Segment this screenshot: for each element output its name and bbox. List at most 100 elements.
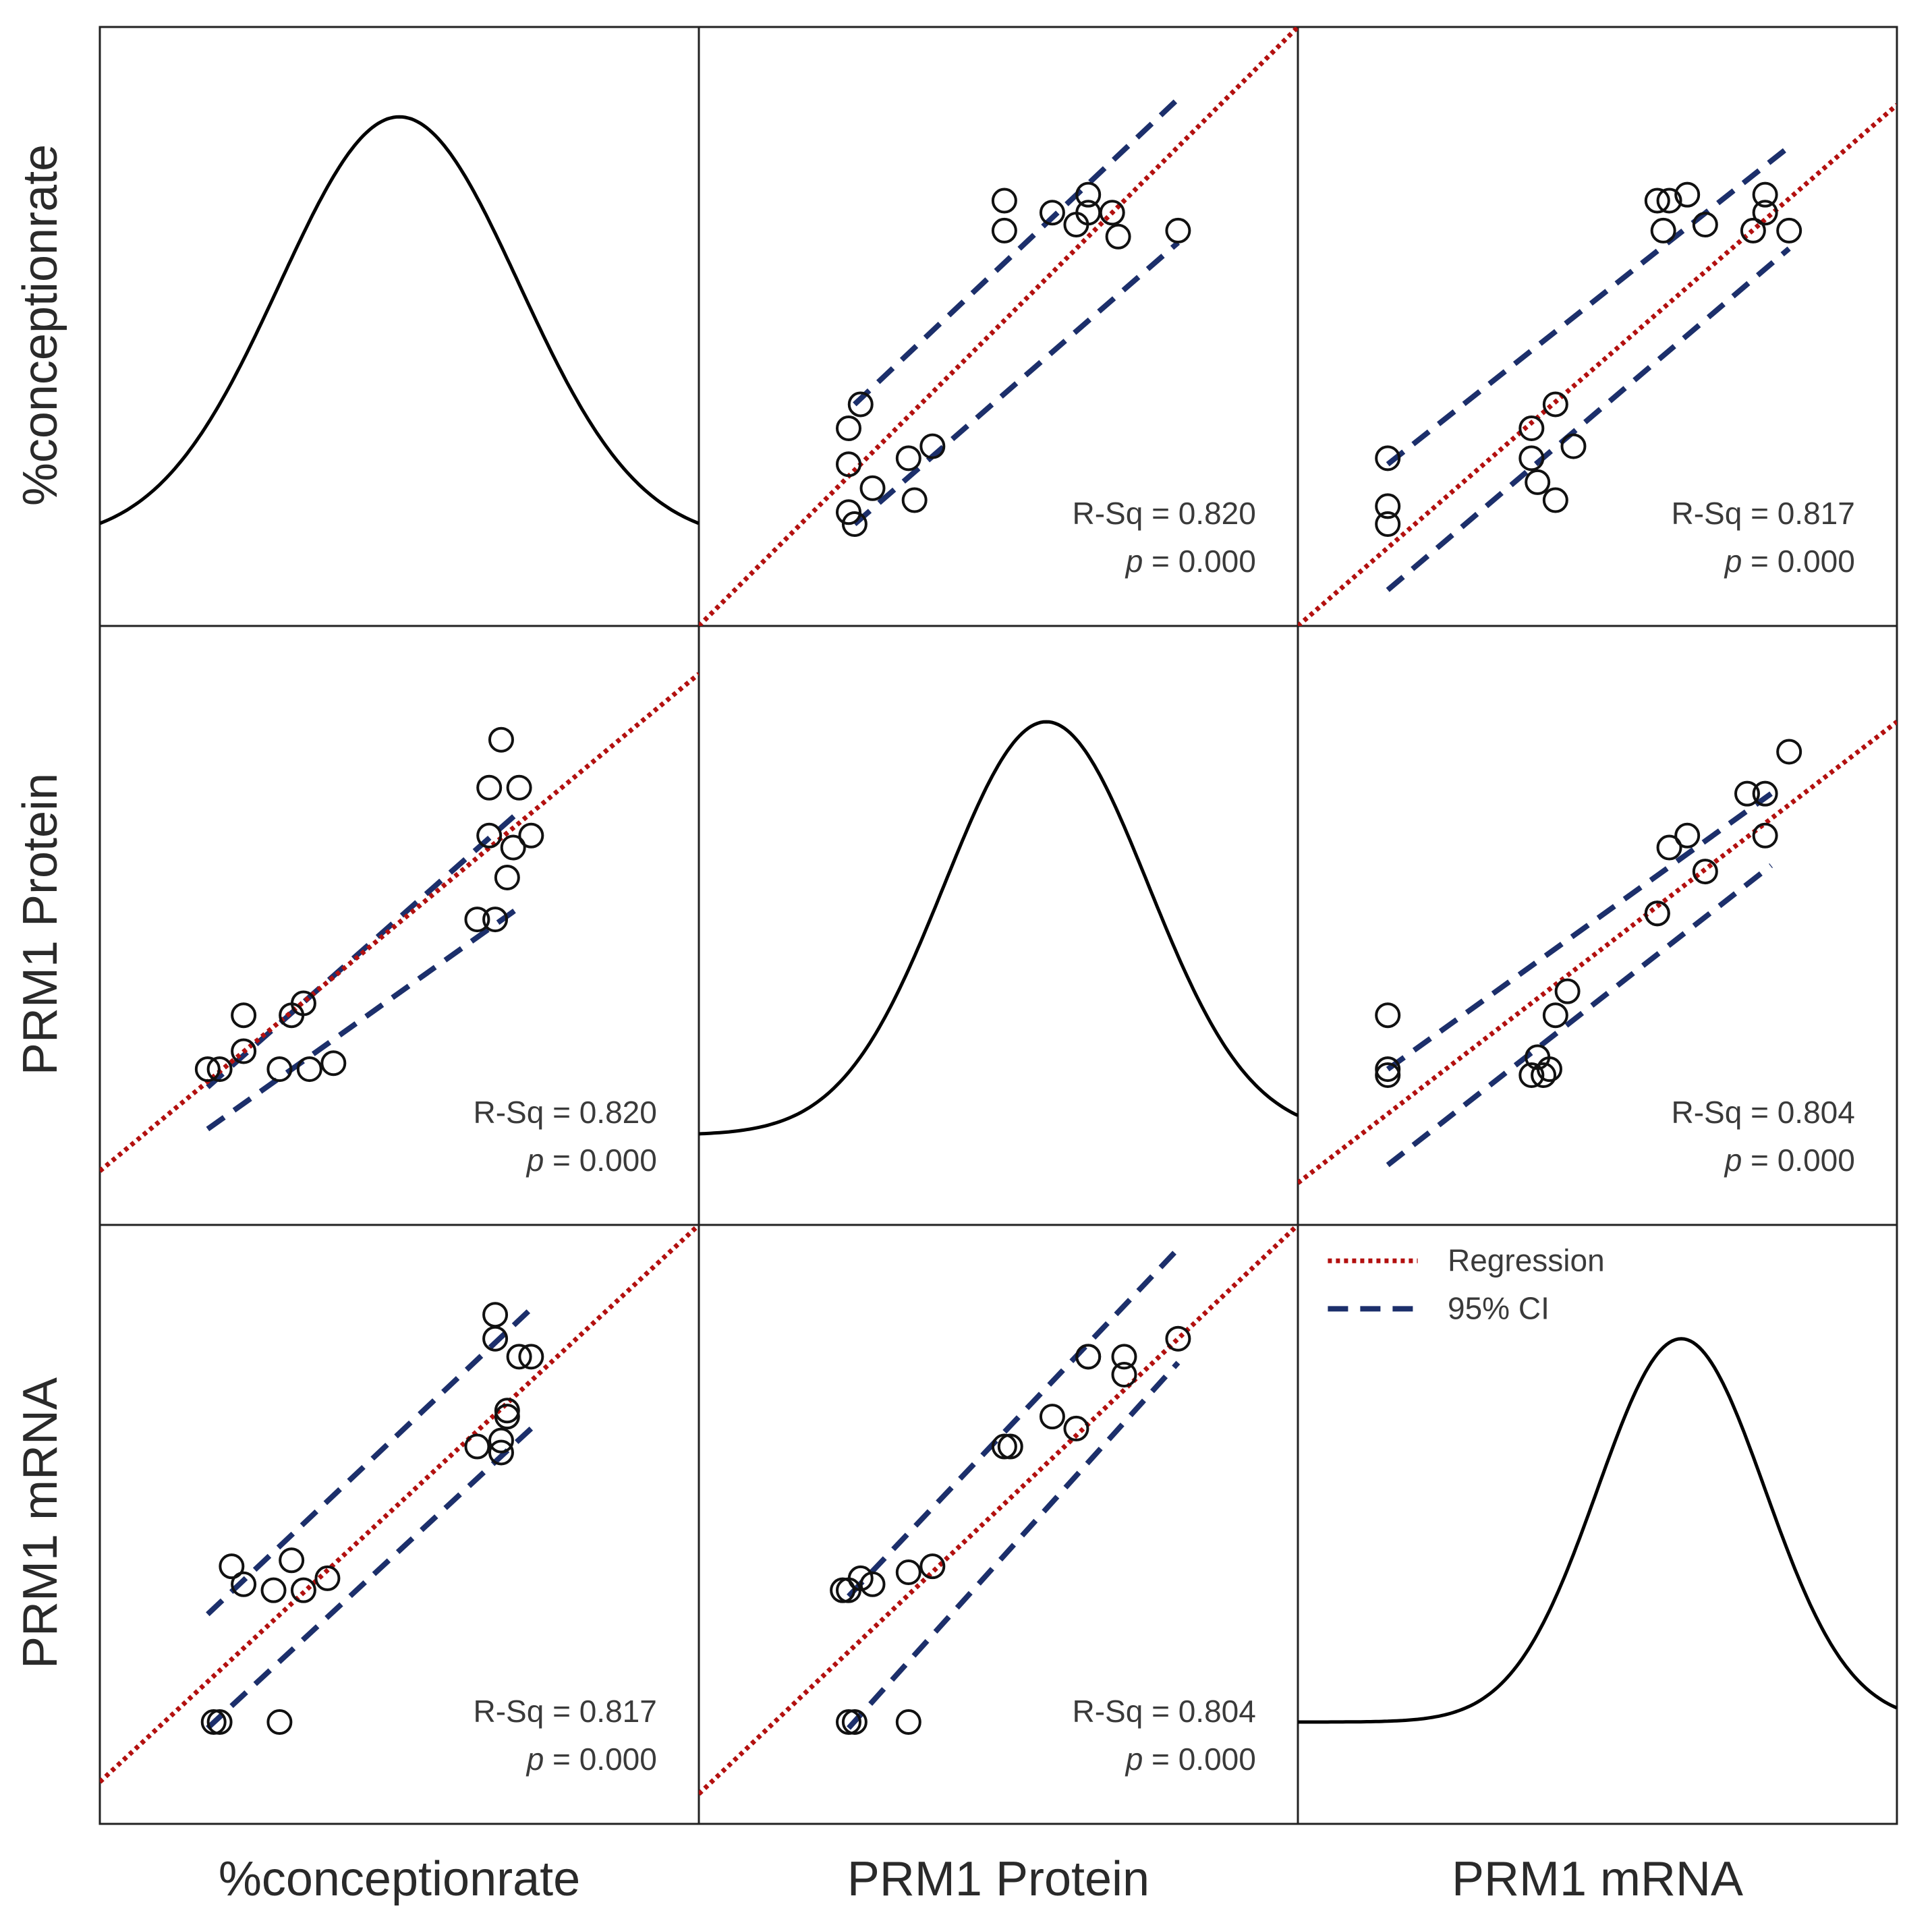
density-curves [100, 115, 1897, 1724]
legend-ci-label: 95% CI [1448, 1290, 1550, 1325]
data-point [1375, 1002, 1401, 1029]
data-point [895, 1709, 921, 1736]
data-point [841, 511, 868, 538]
r-sq-label: R-Sq = 0.804 [1671, 1095, 1854, 1130]
data-point [482, 1302, 509, 1328]
data-point [991, 188, 1017, 214]
legend-regression-label: Regression [1448, 1242, 1605, 1278]
data-point [1075, 181, 1102, 208]
data-point [1375, 493, 1401, 519]
ci-upper-line [1386, 144, 1791, 467]
data-point [506, 774, 532, 801]
data-point [836, 499, 861, 525]
data-point [1518, 1062, 1545, 1088]
ci-lower-line [1386, 863, 1773, 1168]
data-point [836, 451, 861, 478]
data-point [488, 1427, 514, 1454]
data-point [494, 1398, 520, 1424]
data-point [464, 1433, 490, 1460]
panel-r0-c2 [1298, 103, 1897, 626]
y-label-row-1: PRM1 Protein [13, 773, 67, 1075]
data-point [1525, 469, 1551, 495]
data-point [1165, 1325, 1191, 1352]
data-point [1752, 780, 1778, 807]
data-point [518, 822, 544, 849]
data-point [266, 1056, 293, 1083]
data-point [494, 864, 520, 890]
data-point [314, 1565, 341, 1591]
data-point [1518, 445, 1545, 471]
data-point [1542, 391, 1568, 418]
data-point [506, 1344, 532, 1370]
data-point [919, 433, 946, 459]
density-curve-2 [1298, 1337, 1897, 1724]
panel-r2-c1 [699, 1225, 1298, 1796]
data-point [1692, 212, 1718, 238]
ci-lower-line [847, 1360, 1181, 1730]
data-point [1674, 822, 1701, 849]
panel-r1-c0 [100, 672, 699, 1173]
data-point [279, 1547, 305, 1574]
data-point [1375, 445, 1401, 471]
data-point [1039, 200, 1065, 226]
legend: Regression 95% CI [1328, 1242, 1605, 1325]
data-point [500, 834, 526, 861]
data-point [1644, 188, 1670, 214]
data-point [1674, 181, 1701, 208]
data-point [895, 445, 921, 471]
data-point [847, 1565, 874, 1591]
p-value-label: p = 0.000 [525, 1742, 657, 1777]
panel-r0-c1 [699, 27, 1298, 626]
data-point [1063, 1415, 1089, 1441]
data-point [836, 1709, 861, 1736]
data-point [464, 907, 490, 933]
ci-lower-line [206, 1426, 534, 1730]
data-point [296, 1056, 322, 1083]
p-value-label: p = 0.000 [525, 1143, 657, 1178]
data-point [895, 1559, 921, 1586]
r-sq-label: R-Sq = 0.817 [473, 1694, 656, 1729]
data-point [1375, 1056, 1401, 1083]
data-point [1740, 217, 1766, 243]
data-point [1375, 1062, 1401, 1088]
data-point [991, 217, 1017, 243]
p-value-label: p = 0.000 [1724, 1143, 1855, 1178]
ci-upper-line [847, 1246, 1181, 1599]
data-point [488, 1439, 514, 1466]
panel-r1-c2 [1298, 720, 1897, 1185]
data-point [859, 1571, 886, 1597]
data-point [991, 1433, 1017, 1460]
data-point [836, 415, 861, 441]
data-point [1650, 217, 1676, 243]
data-point [1692, 859, 1718, 885]
data-point [260, 1577, 287, 1603]
data-point [1734, 780, 1760, 807]
data-point [1644, 900, 1670, 927]
data-point [847, 391, 874, 418]
data-point [830, 1577, 856, 1603]
data-point [206, 1709, 233, 1736]
data-point [997, 1433, 1023, 1460]
data-point [901, 487, 928, 513]
data-point [518, 1344, 544, 1370]
data-point [1105, 223, 1131, 250]
data-point [200, 1709, 227, 1736]
p-value-label: p = 0.000 [1125, 544, 1256, 579]
data-point [194, 1056, 221, 1083]
x-label-col-0: %conceptionrate [219, 1852, 580, 1906]
data-point [1099, 200, 1125, 226]
data-point [320, 1050, 347, 1077]
data-point [1542, 1002, 1568, 1029]
r-sq-label: R-Sq = 0.804 [1072, 1694, 1255, 1729]
regression-line [100, 672, 699, 1173]
regression-line [1298, 103, 1897, 626]
data-point [231, 1038, 257, 1064]
data-point [1752, 200, 1778, 226]
data-point [231, 1002, 257, 1029]
x-label-col-2: PRM1 mRNA [1452, 1852, 1743, 1906]
r-sq-label: R-Sq = 0.817 [1671, 496, 1854, 531]
ci-lower-line [1386, 246, 1791, 592]
data-point [476, 822, 503, 849]
regression-line [100, 1225, 699, 1784]
data-point [494, 1404, 520, 1430]
